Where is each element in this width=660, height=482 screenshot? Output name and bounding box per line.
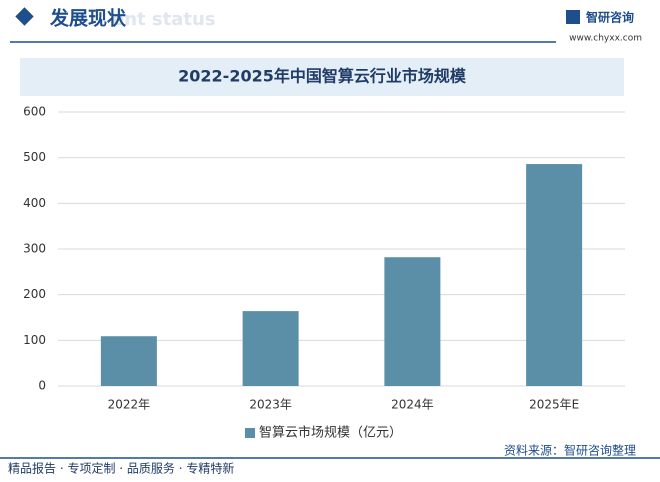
header-icon	[15, 7, 34, 26]
brand-logo	[566, 10, 580, 24]
chart-title: 2022-2025年中国智算云行业市场规模	[178, 67, 467, 86]
header-title: 发展现状	[49, 7, 127, 30]
header-subtitle: ent status	[112, 9, 216, 30]
footer: 精品报告 · 专项定制 · 品质服务 · 专精特新	[8, 461, 234, 476]
legend-swatch	[245, 428, 255, 438]
bar	[384, 257, 441, 386]
x-tick-label: 2022年	[108, 398, 151, 412]
bar	[526, 164, 583, 386]
y-tick-label: 500	[23, 150, 46, 164]
y-tick-label: 0	[38, 379, 46, 393]
x-tick-label: 2023年	[249, 398, 292, 412]
bar	[100, 336, 157, 386]
y-tick-label: 100	[23, 333, 46, 347]
y-tick-label: 300	[23, 242, 46, 256]
source: 资料来源：智研咨询整理	[504, 443, 636, 458]
y-tick-label: 200	[23, 287, 46, 301]
x-tick-label: 2025年E	[529, 398, 579, 412]
brand-name: 智研咨询	[585, 10, 634, 25]
bar	[242, 311, 299, 386]
title-band	[20, 58, 624, 96]
brand-url: www.chyxx.com	[569, 34, 642, 44]
x-tick-label: 2024年	[391, 398, 434, 412]
y-tick-label: 600	[23, 105, 46, 119]
y-tick-label: 400	[23, 196, 46, 210]
legend-label: 智算云市场规模（亿元）	[259, 425, 402, 441]
